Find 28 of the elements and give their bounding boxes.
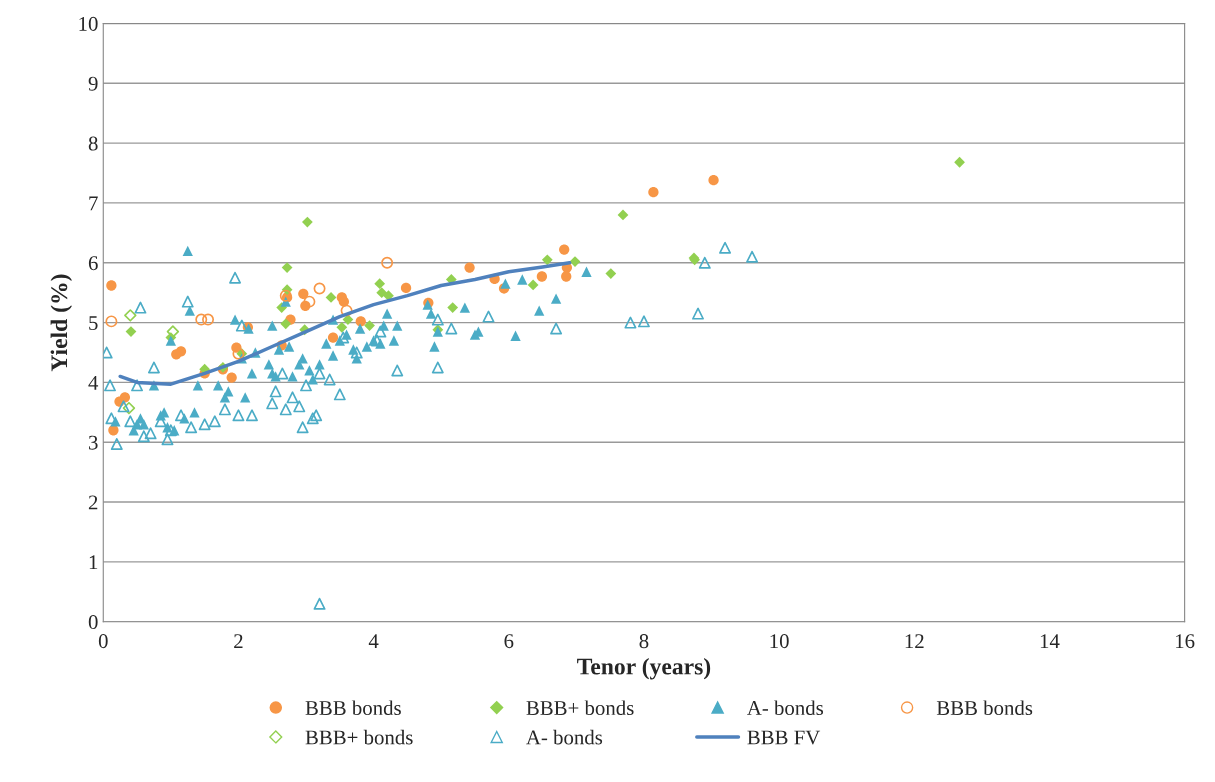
y-tick-label: 4	[88, 375, 99, 390]
x-tick-label: 2	[234, 634, 243, 648]
y-tick-label: 8	[88, 136, 98, 151]
x-tick-label: 12	[905, 634, 924, 648]
y-tick-label: 0	[88, 615, 98, 630]
legend-label: BBB+ bonds	[305, 729, 413, 745]
y-tick-label: 1	[89, 555, 98, 570]
x-tick-label: 4	[368, 634, 379, 648]
x-tick-label: 16	[1176, 634, 1195, 649]
legend-label: A- bonds	[747, 700, 824, 716]
y-tick-label: 7	[89, 196, 98, 211]
x-tick-label: 8	[639, 634, 649, 649]
y-tick-label: 2	[88, 495, 98, 510]
legend-label: A- bonds	[526, 729, 603, 745]
y-axis-title: Yield (%)	[50, 274, 73, 372]
x-tick-label: 6	[504, 634, 514, 649]
legend-label: BBB bonds	[305, 700, 401, 716]
legend-label: BBB FV	[747, 730, 821, 745]
legend-label: BBB+ bonds	[526, 700, 634, 716]
x-tick-label: 10	[770, 634, 789, 649]
y-tick-label: 5	[89, 316, 98, 331]
y-tick-label: 9	[88, 76, 98, 91]
x-axis-title: Tenor (years)	[577, 657, 711, 680]
y-tick-label: 6	[88, 256, 98, 271]
legend-label: BBB bonds	[936, 700, 1033, 716]
y-tick-label: 10	[79, 16, 98, 31]
y-tick-label: 3	[88, 435, 98, 450]
x-tick-label: 14	[1040, 634, 1060, 648]
